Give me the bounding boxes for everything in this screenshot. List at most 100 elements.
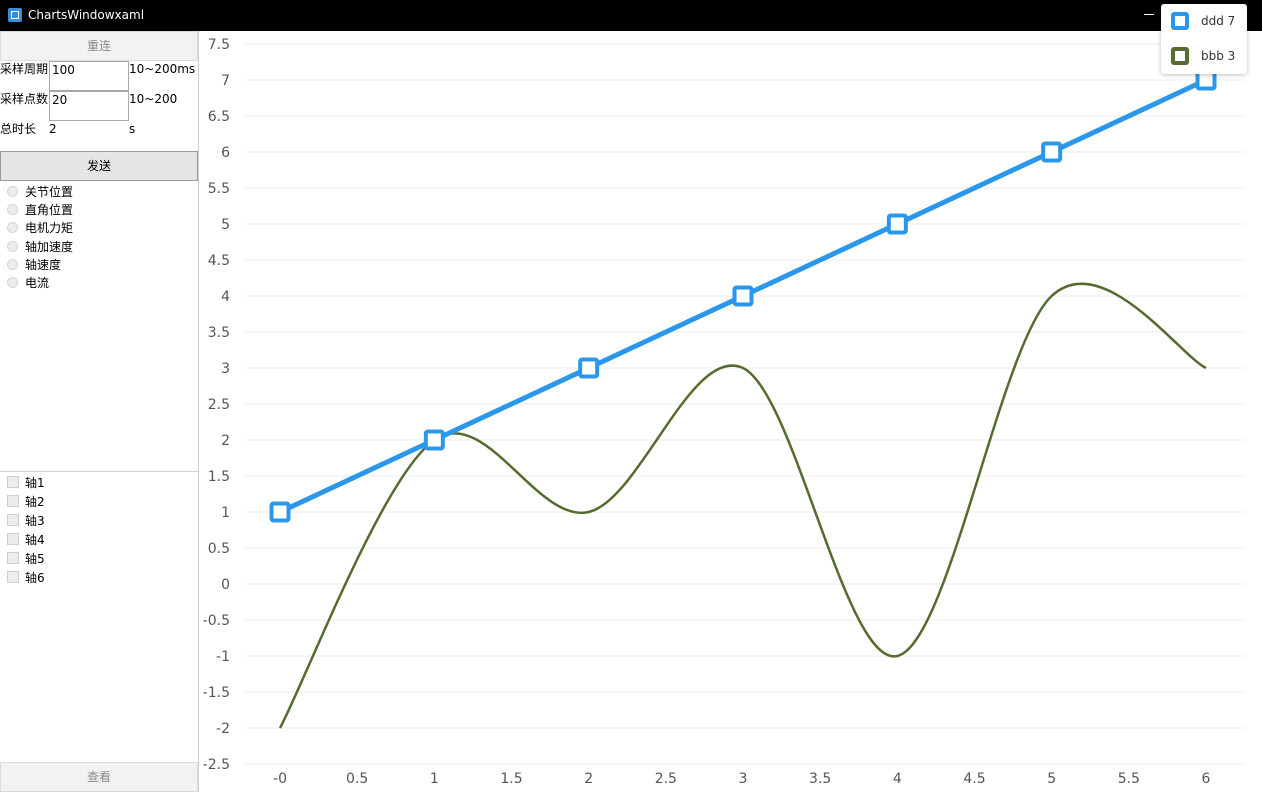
radio-label: 关节位置 [25, 184, 74, 199]
checkbox-label: 轴6 [25, 570, 45, 585]
divider [0, 471, 198, 472]
data-point-ddd-7 [578, 357, 600, 379]
sample-points-range: 10~200 [129, 92, 178, 106]
duration-unit: s [129, 122, 136, 136]
checkbox-icon [7, 495, 19, 507]
y-tick-label: 0.5 [208, 541, 230, 557]
checkbox-axis-3[interactable]: 轴3 [7, 512, 45, 528]
minimize-icon[interactable] [1144, 14, 1154, 15]
checkbox-axis-6[interactable]: 轴6 [7, 569, 45, 585]
radio-icon [7, 203, 18, 215]
window-title: ChartsWindowxaml [28, 8, 145, 22]
x-tick-label: 6 [1202, 771, 1211, 787]
x-tick-label: 2 [584, 771, 593, 787]
left-panel: 重连 采样周期 100 10~200ms 采样点数 20 10~200 总时长 … [0, 31, 199, 792]
radio-motor-torque[interactable]: 电机力矩 [7, 219, 73, 235]
x-tick-label: -0 [273, 771, 287, 787]
checkbox-axis-5[interactable]: 轴5 [7, 550, 45, 566]
legend-item-bbb[interactable]: bbb 3 [1171, 46, 1235, 66]
y-tick-label: -0.5 [203, 613, 230, 629]
x-tick-label: 4 [893, 771, 902, 787]
radio-label: 轴加速度 [25, 239, 74, 254]
checkbox-label: 轴1 [25, 475, 45, 490]
data-point-ddd-7 [423, 429, 445, 451]
checkbox-label: 轴5 [25, 551, 45, 566]
app-icon [8, 8, 22, 22]
data-point-ddd-7 [1041, 141, 1063, 163]
sample-points-label: 采样点数 [0, 92, 49, 106]
x-tick-label: 5 [1047, 771, 1056, 787]
sample-period-label: 采样周期 [0, 62, 49, 76]
legend-label: ddd 7 [1201, 14, 1236, 28]
y-tick-label: 4 [221, 289, 230, 305]
x-tick-label: 3.5 [809, 771, 831, 787]
y-tick-label: 6 [221, 145, 230, 161]
radio-joint-position[interactable]: 关节位置 [7, 183, 73, 199]
sample-points-input[interactable]: 20 [49, 91, 129, 121]
y-tick-label: -2 [216, 721, 230, 737]
y-tick-label: 1 [221, 505, 230, 521]
series-line-bbb-3 [278, 282, 1207, 729]
sample-period-input[interactable]: 100 [49, 61, 129, 91]
x-tick-label: 2.5 [655, 771, 677, 787]
y-tick-label: 3 [221, 361, 230, 377]
y-tick-label: -1.5 [203, 685, 230, 701]
radio-current[interactable]: 电流 [7, 274, 49, 290]
chart-legend: ddd 7 bbb 3 [1161, 4, 1247, 74]
radio-icon [7, 221, 18, 233]
data-point-ddd-7 [269, 501, 291, 523]
y-tick-label: -1 [216, 649, 230, 665]
radio-label: 直角位置 [25, 202, 74, 217]
view-button[interactable]: 查看 [0, 762, 198, 792]
radio-axis-acceleration[interactable]: 轴加速度 [7, 238, 73, 254]
checkbox-icon [7, 514, 19, 526]
legend-square-icon [1171, 12, 1189, 30]
y-tick-label: 6.5 [208, 109, 230, 125]
radio-icon [7, 240, 18, 252]
radio-icon [7, 185, 18, 197]
y-tick-label: 5 [221, 217, 230, 233]
x-tick-label: 5.5 [1118, 771, 1140, 787]
y-tick-label: 4.5 [208, 253, 230, 269]
y-tick-label: 7 [221, 73, 230, 89]
y-tick-label: 2 [221, 433, 230, 449]
data-point-ddd-7 [732, 285, 754, 307]
radio-label: 电流 [25, 275, 50, 290]
x-tick-label: 4.5 [963, 771, 985, 787]
checkbox-label: 轴3 [25, 513, 45, 528]
checkbox-icon [7, 571, 19, 583]
radio-axis-velocity[interactable]: 轴速度 [7, 256, 61, 272]
y-tick-label: 0 [221, 577, 230, 593]
x-tick-label: 3 [739, 771, 748, 787]
duration-label: 总时长 [0, 122, 37, 136]
line-chart: 7.5 7 6.5 6 5.5 5 4.5 4 3.5 3 2.5 2 1.5 1 0.5 0 -0.5 -1 -1… [203, 37, 1245, 787]
x-tick-label: 1.5 [500, 771, 522, 787]
y-tick-label: 1.5 [208, 469, 230, 485]
checkbox-axis-4[interactable]: 轴4 [7, 531, 45, 547]
checkbox-axis-2[interactable]: 轴2 [7, 493, 45, 509]
send-button[interactable]: 发送 [0, 151, 198, 181]
radio-label: 轴速度 [25, 257, 62, 272]
y-tick-label: 7.5 [208, 37, 230, 53]
checkbox-icon [7, 533, 19, 545]
reconnect-button[interactable]: 重连 [0, 31, 198, 61]
y-tick-label: -2.5 [203, 757, 230, 773]
checkbox-icon [7, 552, 19, 564]
data-point-ddd-7 [1195, 69, 1217, 91]
data-point-ddd-7 [886, 213, 908, 235]
title-bar: ChartsWindowxaml [0, 0, 1262, 31]
sample-period-range: 10~200ms [129, 62, 196, 76]
checkbox-label: 轴2 [25, 494, 45, 509]
x-tick-label: 1 [430, 771, 439, 787]
radio-label: 电机力矩 [25, 220, 74, 235]
y-tick-label: 2.5 [208, 397, 230, 413]
checkbox-axis-1[interactable]: 轴1 [7, 474, 45, 490]
radio-cartesian-position[interactable]: 直角位置 [7, 201, 73, 217]
checkbox-label: 轴4 [25, 532, 45, 547]
x-tick-label: 0.5 [346, 771, 368, 787]
radio-icon [7, 258, 18, 270]
legend-square-icon [1171, 47, 1189, 65]
duration-value: 2 [49, 122, 57, 136]
legend-label: bbb 3 [1201, 49, 1236, 63]
legend-item-ddd[interactable]: ddd 7 [1171, 11, 1235, 31]
